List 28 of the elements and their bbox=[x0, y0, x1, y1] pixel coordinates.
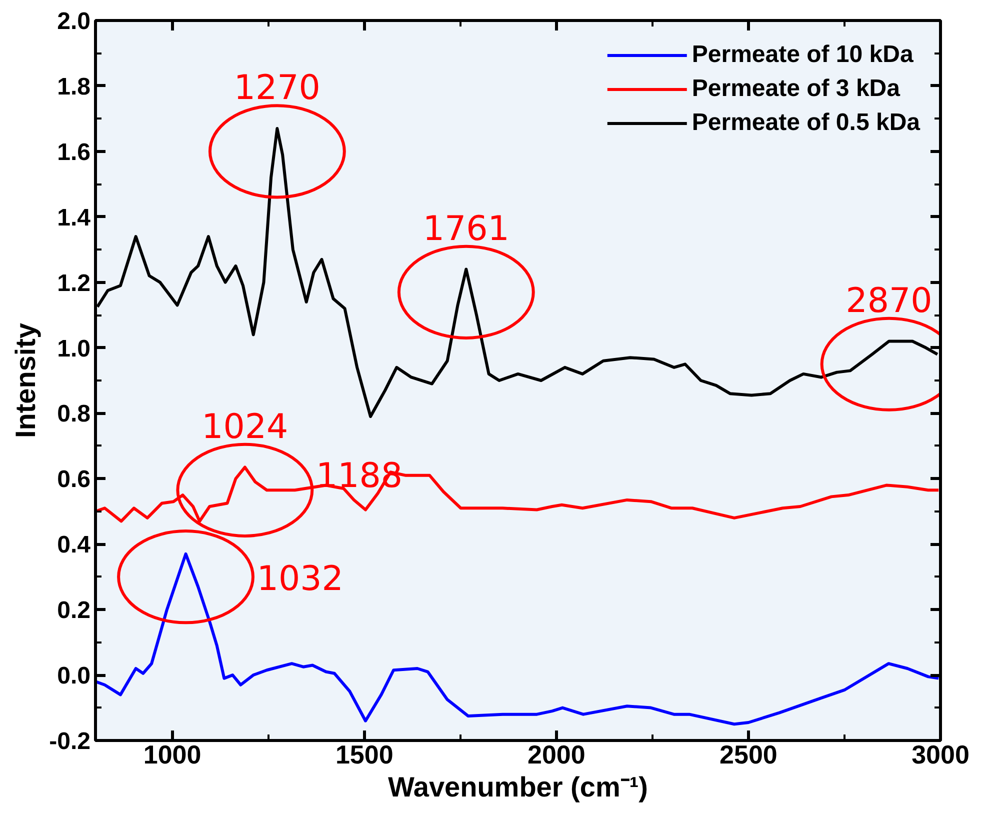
line-series bbox=[96, 552, 940, 726]
y-tick-label: 0.0 bbox=[57, 662, 91, 690]
x-tick-label: 2000 bbox=[527, 740, 586, 770]
x-tick-label: 3000 bbox=[912, 740, 970, 770]
y-tick-label: -0.2 bbox=[49, 728, 91, 755]
y-tick-label: 1.6 bbox=[57, 138, 91, 166]
y-tick-label: 0.4 bbox=[57, 532, 92, 559]
legend-label: Permeate of 3 kDa bbox=[692, 74, 900, 104]
y-tick-label: 2.0 bbox=[57, 8, 91, 35]
y-tick-label: 0.2 bbox=[57, 597, 91, 624]
y-tick-label: 1.4 bbox=[57, 204, 92, 232]
x-tick-label: 1500 bbox=[335, 740, 394, 770]
x-tick-label: 2500 bbox=[720, 740, 778, 770]
y-axis-title: Intensity bbox=[10, 322, 42, 438]
y-tick-label: 1.8 bbox=[57, 73, 91, 100]
x-axis-title: Wavenumber (cm⁻¹) bbox=[388, 772, 648, 802]
legend-label: Permeate of 0.5 kDa bbox=[692, 108, 920, 138]
annotation: 2870 bbox=[846, 280, 932, 321]
y-tick-label: 0.8 bbox=[57, 400, 91, 428]
annotation: 1270 bbox=[234, 68, 320, 108]
annotation: 1024 bbox=[202, 406, 288, 447]
annotation: 1032 bbox=[256, 558, 344, 599]
y-tick-label: 0.6 bbox=[57, 466, 91, 494]
y-tick-label: 1.0 bbox=[57, 335, 91, 362]
legend-label: Permeate of 10 kDa bbox=[692, 40, 914, 70]
x-tick-label: 1000 bbox=[143, 740, 202, 770]
annotation: 1761 bbox=[422, 208, 510, 249]
y-tick-label: 1.2 bbox=[57, 270, 91, 297]
